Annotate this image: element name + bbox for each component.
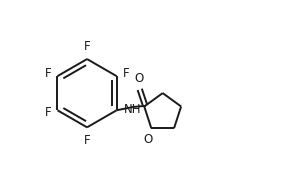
Text: F: F [84,40,90,53]
Text: F: F [45,67,51,80]
Text: O: O [134,72,143,84]
Text: F: F [84,134,90,147]
Text: NH: NH [124,103,141,116]
Text: F: F [123,67,129,80]
Text: F: F [45,106,51,119]
Text: O: O [143,133,153,146]
